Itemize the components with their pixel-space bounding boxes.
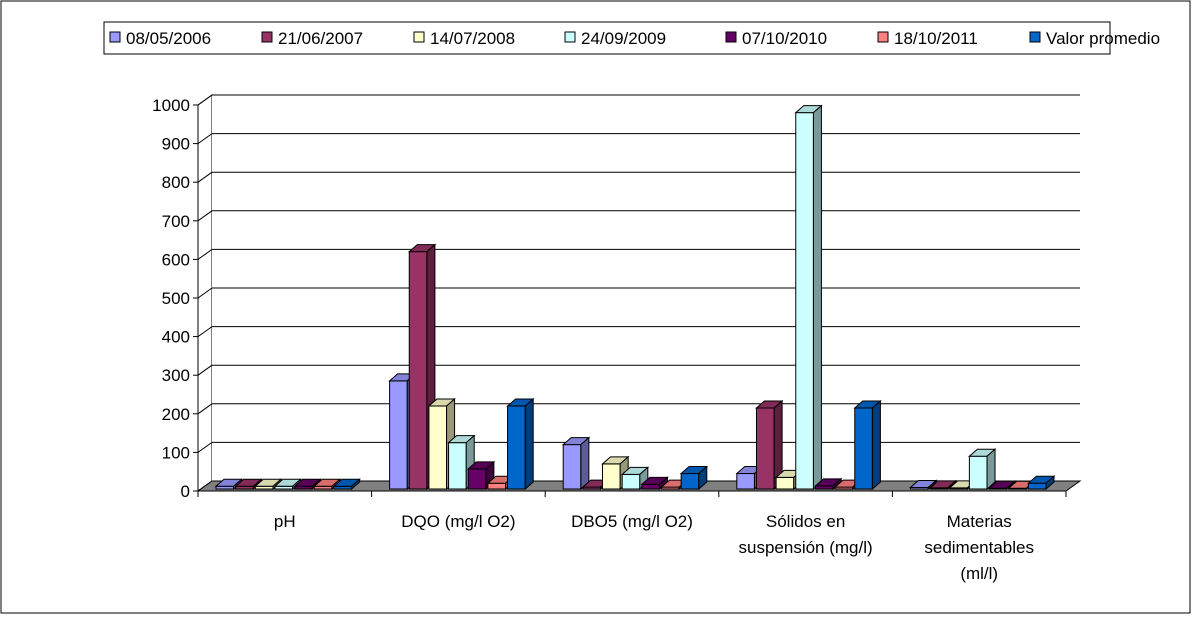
y-tick-label: 600 <box>162 250 190 269</box>
x-tick-label: Sólidos en <box>766 512 845 531</box>
bar <box>640 476 669 491</box>
x-tick-label: (ml/l) <box>960 564 998 583</box>
legend-item: 21/06/2007 <box>261 29 363 48</box>
gridline-side <box>197 441 213 453</box>
legend-swatch <box>725 31 737 43</box>
x-tick-label: DBO5 (mg/l O2) <box>571 512 693 531</box>
bar <box>506 397 535 491</box>
y-tick-label: 700 <box>162 212 190 231</box>
y-axis: 0 100 200 300 400 500 600 700 800 900 1000 <box>152 96 199 501</box>
y-tick-label: 800 <box>162 173 190 192</box>
x-tick-label: suspensión (mg/l) <box>739 538 873 557</box>
bar <box>620 466 650 491</box>
x-tick-label: DQO (mg/l O2) <box>401 512 515 531</box>
legend-label: 08/05/2006 <box>126 29 211 48</box>
gridline-side <box>197 133 213 145</box>
gridline-side <box>197 248 213 260</box>
gridline-side <box>197 287 213 299</box>
bar <box>794 104 823 491</box>
y-tick-label: 900 <box>162 135 190 154</box>
bar <box>679 465 709 491</box>
legend-item: 08/05/2006 <box>109 29 211 48</box>
legend-swatch <box>109 31 121 43</box>
legend-label: 24/09/2009 <box>581 29 666 48</box>
gridline-side <box>197 94 213 106</box>
x-tick-label: Materias <box>947 512 1012 531</box>
gridline-side <box>197 210 213 222</box>
y-tick-label: 1000 <box>152 96 190 115</box>
bars <box>214 104 1056 491</box>
legend-swatch <box>1029 31 1041 43</box>
legend-swatch <box>413 31 425 43</box>
gridline-side <box>197 326 213 338</box>
bar <box>968 448 997 491</box>
y-tick-label: 100 <box>162 443 190 462</box>
y-tick-label: 500 <box>162 289 190 308</box>
bar <box>853 399 882 491</box>
bar <box>447 434 476 491</box>
gridline-side <box>197 403 213 415</box>
legend-swatch <box>261 31 273 43</box>
bar <box>312 478 342 491</box>
legend-item: Valor promedio <box>1029 29 1160 48</box>
y-tick-label: 0 <box>181 482 190 501</box>
legend: 08/05/2006 21/06/2007 14/07/2008 24/09/2009… <box>103 21 1160 55</box>
bar <box>332 478 361 491</box>
x-axis: pH DQO (mg/l O2) DBO5 (mg/l O2) Sólidos en s… <box>197 491 1067 583</box>
bar <box>987 480 1017 491</box>
bar <box>909 479 938 491</box>
bar <box>1027 475 1056 491</box>
legend-label: 18/10/2011 <box>894 29 978 48</box>
gridlines <box>197 94 1080 492</box>
legend-label: 07/10/2010 <box>742 29 827 48</box>
y-tick-label: 400 <box>162 328 190 347</box>
x-tick-label: sedimentables <box>924 538 1034 557</box>
legend-item: 07/10/2010 <box>725 29 827 48</box>
bar <box>561 436 591 491</box>
gridline-side <box>197 171 213 183</box>
legend-item: 14/07/2008 <box>413 29 515 48</box>
y-tick-label: 300 <box>162 366 190 385</box>
legend-item: 18/10/2011 <box>877 29 978 48</box>
bar <box>755 399 784 491</box>
legend-item: 24/09/2009 <box>564 29 666 48</box>
legend-label: Valor promedio <box>1046 29 1160 48</box>
legend-label: 21/06/2007 <box>278 29 363 48</box>
legend-swatch <box>877 31 889 43</box>
legend-label: 14/07/2008 <box>430 29 515 48</box>
gridline-side <box>197 364 213 376</box>
y-tick-label: 200 <box>162 405 190 424</box>
legend-swatch <box>564 31 576 43</box>
legend-box <box>103 21 1111 55</box>
chart-back-wall <box>197 94 1080 492</box>
x-tick-label: pH <box>274 512 296 531</box>
